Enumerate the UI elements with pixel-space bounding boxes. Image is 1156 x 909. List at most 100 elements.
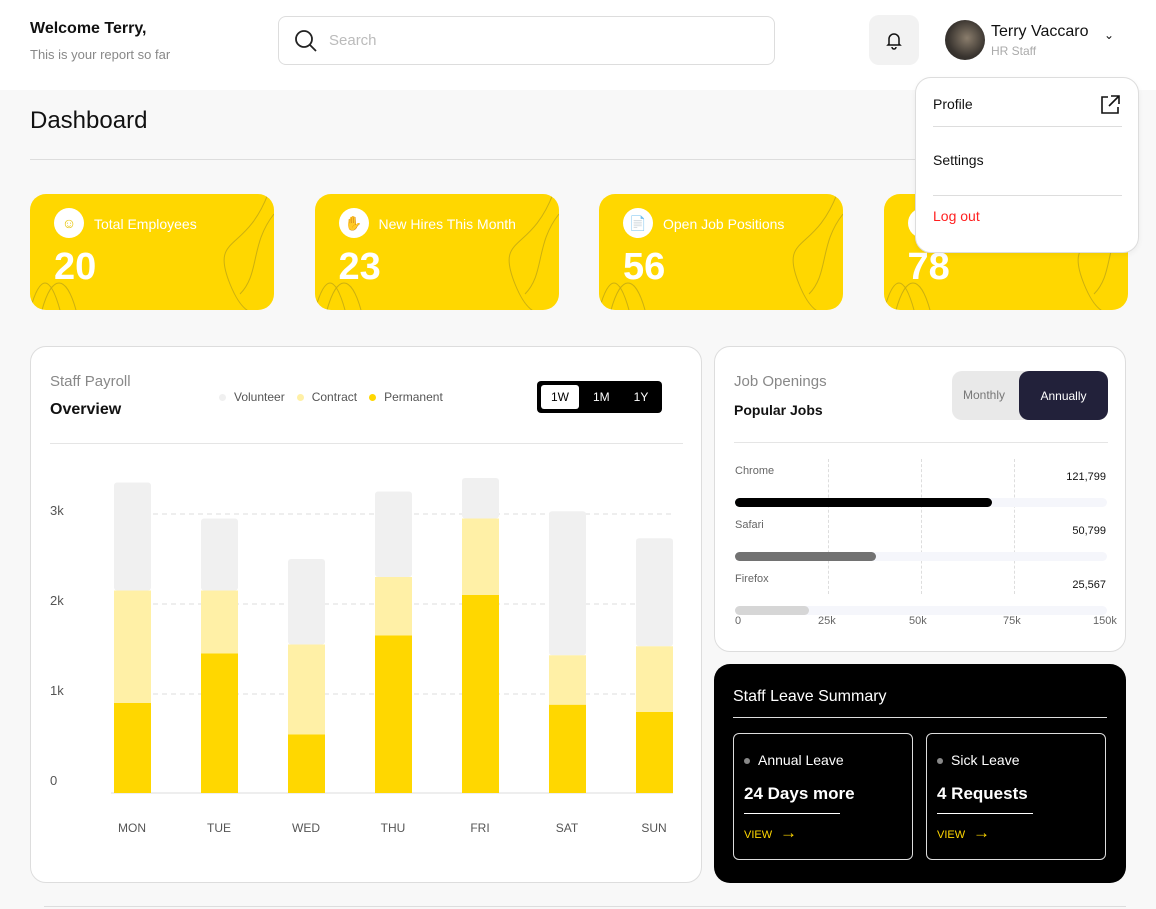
legend-item: Permanent	[369, 390, 443, 404]
leave-label: Sick Leave	[951, 752, 1020, 768]
divider	[44, 906, 1126, 907]
range-1y[interactable]: 1Y	[633, 390, 649, 404]
gridline	[1014, 459, 1015, 594]
menu-item-logout[interactable]: Log out	[933, 208, 980, 224]
wave-decoration	[30, 194, 274, 310]
bar-contract	[288, 644, 325, 735]
job-bar-track	[735, 498, 1107, 507]
legend-item: Volunteer	[219, 390, 285, 404]
x-tick-label: MON	[118, 821, 146, 835]
external-link-icon[interactable]	[1099, 94, 1121, 116]
bar-permanent	[114, 703, 151, 793]
bar-permanent	[462, 595, 499, 793]
job-bar-track	[735, 606, 1107, 615]
stat-value: 20	[54, 246, 97, 288]
stat-card[interactable]: 📄 Open Job Positions 56	[599, 194, 843, 310]
payroll-title: Staff Payroll	[50, 373, 131, 390]
toggle-annually[interactable]: Annually	[1019, 371, 1108, 420]
job-bar-track	[735, 552, 1107, 561]
bar-volunteer	[462, 478, 499, 519]
bell-icon	[886, 33, 902, 50]
bar-contract	[114, 590, 151, 703]
search-input[interactable]: Search	[278, 16, 775, 65]
range-1m[interactable]: 1M	[593, 390, 610, 404]
x-tick-label: 0	[735, 615, 742, 627]
divider	[937, 813, 1033, 814]
x-tick-label: 150k	[1093, 615, 1117, 627]
stat-value: 78	[907, 246, 950, 288]
legend-label: Permanent	[384, 390, 443, 404]
bar-volunteer	[375, 491, 412, 577]
stat-label: Total Employees	[94, 216, 197, 232]
arrow-right-icon[interactable]: →	[780, 823, 797, 842]
payroll-subtitle: Overview	[50, 401, 122, 418]
divider	[933, 126, 1122, 127]
leave-value: 24 Days more	[744, 784, 855, 803]
divider	[733, 717, 1107, 718]
range-1w[interactable]: 1W	[541, 385, 579, 409]
bar-contract	[201, 590, 238, 654]
legend-label: Volunteer	[234, 390, 285, 404]
stat-card[interactable]: ✋ New Hires This Month 23	[314, 194, 559, 310]
welcome-text: Welcome Terry,	[30, 20, 147, 37]
job-label: Firefox	[735, 573, 769, 585]
x-tick-label: WED	[292, 821, 320, 835]
job-bar-fill	[735, 552, 877, 561]
bar-volunteer	[201, 518, 238, 591]
stat-card[interactable]: ☺ Total Employees 20	[30, 194, 274, 310]
menu-item-profile[interactable]: Profile	[933, 96, 973, 112]
hand-coin-icon: ✋	[338, 208, 369, 238]
arrow-right-icon[interactable]: →	[973, 823, 990, 842]
leave-title: Staff Leave Summary	[733, 688, 887, 705]
bar-permanent	[288, 734, 325, 793]
search-placeholder: Search	[329, 32, 377, 49]
user-menu-dropdown: Profile Settings Log out	[915, 77, 1139, 253]
bar-contract	[549, 655, 586, 705]
staff-leave-summary: Staff Leave Summary Annual Leave 24 Days…	[714, 664, 1126, 883]
jobs-subtitle: Popular Jobs	[734, 402, 823, 418]
bar-volunteer	[288, 559, 325, 645]
x-tick-label: 75k	[1003, 615, 1021, 627]
stat-label: New Hires This Month	[378, 216, 516, 232]
user-name[interactable]: Terry Vaccaro	[991, 23, 1089, 40]
x-tick-label: SAT	[556, 821, 579, 835]
leave-value: 4 Requests	[937, 784, 1028, 803]
view-link[interactable]: VIEW	[937, 829, 966, 841]
legend-item: Contract	[296, 390, 357, 404]
staff-payroll-panel: Staff Payroll Overview Volunteer Contract…	[30, 346, 702, 883]
view-link[interactable]: VIEW	[744, 829, 773, 841]
y-tick-label: 0	[50, 773, 57, 788]
users-icon: ☺	[54, 208, 84, 238]
stat-value: 56	[623, 246, 666, 288]
notification-button[interactable]	[869, 15, 919, 65]
dot-icon	[744, 758, 750, 764]
wave-decoration	[314, 194, 559, 310]
chevron-down-icon[interactable]: ⌄	[1104, 28, 1115, 42]
user-role: HR Staff	[991, 44, 1037, 58]
job-bar-fill	[735, 498, 992, 507]
chart-legend: Volunteer Contract Permanent	[219, 390, 443, 404]
search-icon	[295, 30, 317, 52]
y-tick-label: 1k	[50, 683, 64, 698]
x-tick-label: 25k	[818, 615, 836, 627]
gridline	[828, 459, 829, 594]
bar-permanent	[375, 635, 412, 793]
stat-value: 23	[338, 246, 381, 288]
bar-contract	[462, 518, 499, 595]
divider	[734, 442, 1108, 443]
legend-swatch	[219, 394, 226, 401]
bar-permanent	[549, 704, 586, 793]
divider	[933, 195, 1122, 196]
toggle-monthly[interactable]: Monthly	[963, 388, 1006, 402]
jobs-title: Job Openings	[734, 373, 827, 390]
job-label: Safari	[735, 519, 764, 531]
gridline	[921, 459, 922, 594]
avatar[interactable]	[945, 20, 985, 60]
job-label: Chrome	[735, 465, 775, 477]
bar-permanent	[201, 653, 238, 793]
sick-leave-card: Sick Leave 4 Requests VIEW →	[926, 733, 1106, 860]
y-tick-label: 2k	[50, 593, 64, 608]
job-value: 121,799	[1066, 471, 1106, 483]
x-tick-label: THU	[381, 821, 406, 835]
menu-item-settings[interactable]: Settings	[933, 152, 984, 168]
